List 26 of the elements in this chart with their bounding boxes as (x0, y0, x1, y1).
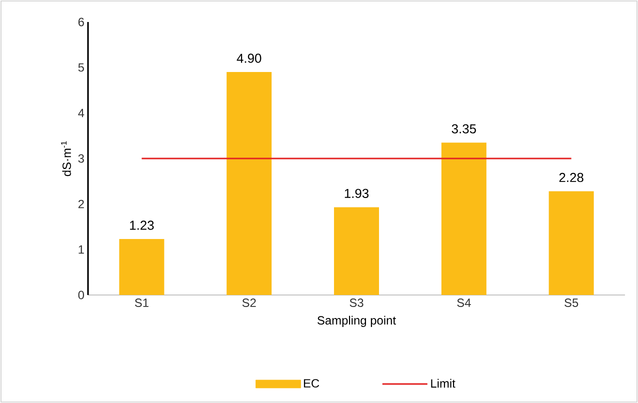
y-tick-label: 5 (78, 63, 84, 72)
y-tick-label: 2 (78, 200, 84, 208)
x-tick-label: S2 (242, 298, 256, 307)
y-tick-label: 4 (78, 108, 84, 118)
y-tick-label: 0 (78, 290, 84, 300)
y-axis-title: dS·m$^{-1}$ (61, 141, 71, 176)
x-tick-label: S5 (564, 298, 578, 307)
y-tick-label: 1 (78, 245, 84, 254)
data-label: 3.35 (452, 124, 476, 134)
y-tick-label: 3 (78, 154, 84, 163)
bar (548, 191, 594, 295)
data-label: 1.93 (344, 188, 369, 198)
x-tick-label: S1 (134, 298, 148, 307)
y-tick-label: 6 (78, 18, 84, 26)
x-tick-label: S4 (457, 298, 471, 307)
data-label: 2.28 (559, 172, 584, 182)
legend-label: EC (304, 379, 320, 388)
data-label: 1.23 (130, 220, 154, 230)
bar (226, 72, 272, 295)
bar (334, 207, 380, 295)
data-label: 4.90 (236, 54, 262, 63)
bar (441, 142, 486, 295)
legend-label: Limit (431, 378, 456, 388)
x-tick-label: S3 (350, 298, 364, 307)
x-axis-title: Sampling point (318, 316, 396, 327)
bar (119, 239, 164, 295)
